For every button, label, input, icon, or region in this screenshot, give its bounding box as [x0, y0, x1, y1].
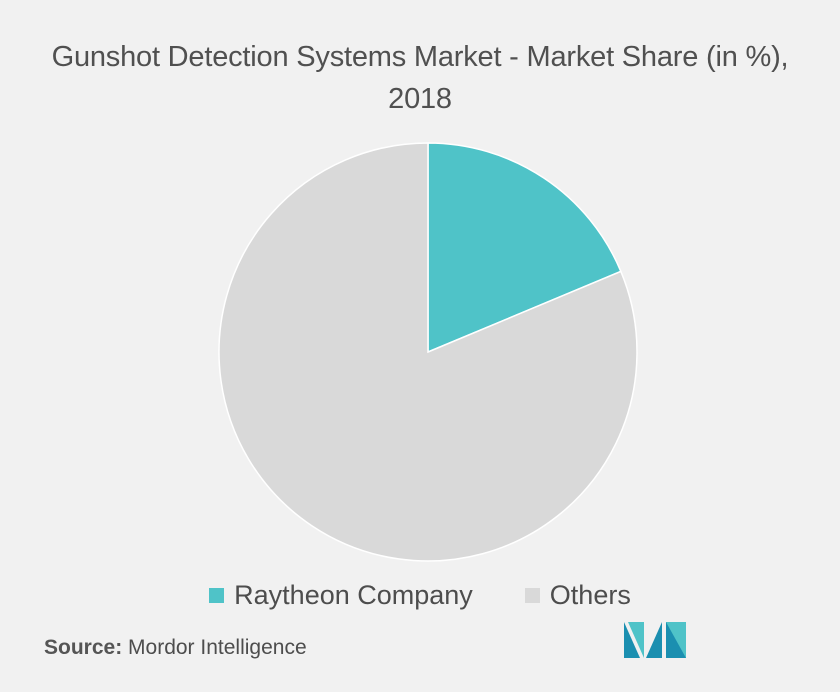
legend-label-others: Others: [549, 580, 631, 610]
chart-title-line1: Gunshot Detection Systems Market - Marke…: [51, 41, 789, 73]
pie-slice-raytheon-company: [427, 142, 622, 354]
legend-swatch-others: [524, 588, 540, 603]
source-label: Source:: [44, 636, 123, 659]
chart-legend: Raytheon Company Others: [0, 580, 840, 611]
mordor-intelligence-logo-icon: [624, 622, 686, 658]
legend-label-raytheon: Raytheon Company: [234, 580, 473, 610]
chart-title-line2: 2018: [388, 83, 452, 115]
source-note: Source: Mordor Intelligence: [44, 636, 307, 660]
pie-slice-others: [218, 142, 638, 562]
legend-swatch-raytheon: [209, 588, 225, 603]
legend-item-others: Others: [524, 580, 631, 611]
chart-title: Gunshot Detection Systems Market - Marke…: [0, 36, 840, 120]
source-text: Mordor Intelligence: [128, 636, 307, 659]
legend-item-raytheon: Raytheon Company: [209, 580, 473, 611]
